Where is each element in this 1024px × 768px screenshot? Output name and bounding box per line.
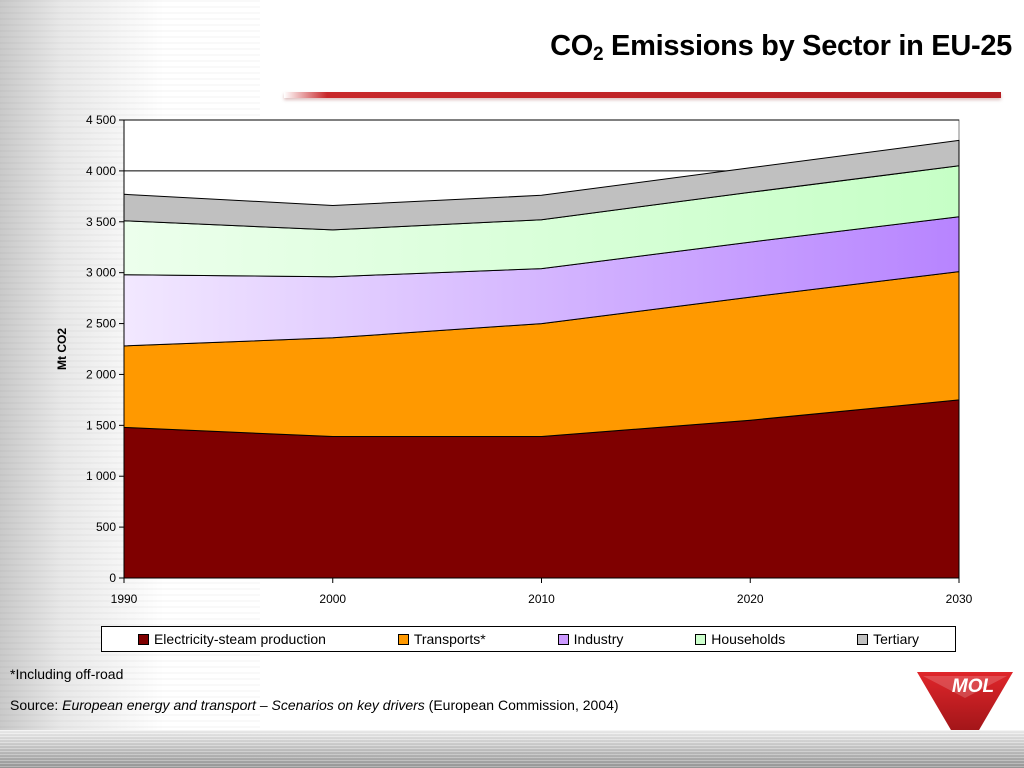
footer-bar (0, 730, 1024, 768)
title-main: CO (550, 30, 593, 62)
legend-label: Households (711, 631, 786, 647)
y-tick-label: 3 000 (86, 266, 116, 280)
legend-item: Households (695, 631, 785, 647)
legend-swatch-icon (397, 633, 409, 645)
legend-swatch-icon (695, 633, 707, 645)
title-rest: Emissions by Sector in EU-25 (603, 30, 1012, 62)
y-tick-label: 4 500 (86, 113, 116, 127)
x-tick-label: 2020 (737, 592, 764, 606)
y-tick-label: 1 000 (86, 469, 116, 483)
y-tick-label: 3 500 (86, 215, 116, 229)
title-subscript: 2 (593, 44, 604, 65)
x-tick-label: 2000 (319, 592, 346, 606)
y-tick-label: 2 000 (86, 367, 116, 381)
footnote: *Including off-road (10, 666, 124, 682)
logo-shield-icon (917, 672, 1013, 754)
x-tick-label: 1990 (111, 592, 138, 606)
legend-item: Electricity-steam production (137, 631, 326, 647)
y-tick-label: 500 (96, 520, 116, 534)
legend-item: Transports* (397, 631, 486, 647)
y-tick-label: 0 (109, 571, 116, 585)
legend-swatch-icon (857, 633, 869, 645)
legend-swatch-icon (557, 633, 569, 645)
legend-item: Tertiary (857, 631, 919, 647)
logo-text: MOL (952, 676, 994, 697)
y-axis-label: Mt CO2 (55, 328, 69, 370)
x-tick-label: 2030 (946, 592, 973, 606)
legend-swatch-icon (137, 633, 149, 645)
y-tick-label: 1 500 (86, 418, 116, 432)
source-citation: Source: European energy and transport – … (10, 697, 619, 713)
legend-label: Transports* (413, 631, 486, 647)
source-prefix: Source: (10, 697, 63, 713)
logo-highlight-icon (923, 676, 1007, 698)
stacked-area-chart: 0 500 1 000 1 500 2 000 2 500 3 000 3 500 4 000 4… (55, 113, 973, 606)
legend-label: Industry (573, 631, 624, 647)
x-tick-label: 2010 (528, 592, 555, 606)
legend-label: Electricity-steam production (153, 631, 326, 647)
source-suffix: (European Commission, 2004) (424, 697, 619, 713)
title-underline (284, 92, 1001, 98)
source-title: European energy and transport – Scenario… (62, 697, 425, 713)
legend-item: Industry (557, 631, 624, 647)
mol-logo: MOL (917, 672, 1013, 754)
slide-title: CO2 Emissions by Sector in EU-25 (550, 30, 1012, 66)
y-tick-label: 4 000 (86, 164, 116, 178)
area-tertiary (123, 139, 960, 231)
y-tick-label: 2 500 (86, 317, 116, 331)
legend-label: Tertiary (873, 631, 920, 647)
chart-legend: Electricity-steam production Transports* I… (101, 626, 956, 652)
